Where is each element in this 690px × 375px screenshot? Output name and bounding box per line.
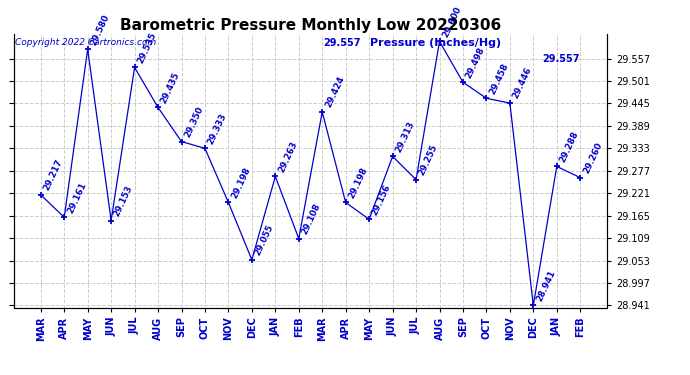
Text: 29.255: 29.255 xyxy=(417,143,440,177)
Text: 29.557: 29.557 xyxy=(324,38,361,48)
Text: 29.108: 29.108 xyxy=(300,202,322,236)
Text: 29.156: 29.156 xyxy=(371,183,393,216)
Text: 29.424: 29.424 xyxy=(324,75,346,109)
Text: 29.498: 29.498 xyxy=(464,45,486,80)
Text: 29.055: 29.055 xyxy=(253,224,275,257)
Text: Copyright 2022 Cartronics.com: Copyright 2022 Cartronics.com xyxy=(15,38,156,47)
Text: 29.600: 29.600 xyxy=(441,5,463,39)
Text: 29.435: 29.435 xyxy=(159,70,181,105)
Text: 29.153: 29.153 xyxy=(112,184,135,218)
Text: 29.313: 29.313 xyxy=(394,120,416,154)
Text: 29.446: 29.446 xyxy=(511,66,533,100)
Text: 29.198: 29.198 xyxy=(230,166,252,200)
Text: 29.535: 29.535 xyxy=(136,31,158,64)
Text: 29.458: 29.458 xyxy=(488,62,510,96)
Text: 29.161: 29.161 xyxy=(66,180,88,214)
Text: 29.288: 29.288 xyxy=(558,130,580,164)
Text: 29.350: 29.350 xyxy=(183,105,205,139)
Text: 28.941: 28.941 xyxy=(535,268,557,303)
Text: 29.198: 29.198 xyxy=(347,166,369,200)
Text: 29.557: 29.557 xyxy=(543,54,580,64)
Text: 29.333: 29.333 xyxy=(206,111,228,146)
Title: Barometric Pressure Monthly Low 20220306: Barometric Pressure Monthly Low 20220306 xyxy=(120,18,501,33)
Text: 29.260: 29.260 xyxy=(582,141,604,175)
Text: 29.217: 29.217 xyxy=(42,158,64,192)
Text: 29.580: 29.580 xyxy=(89,13,111,46)
Text: 29.263: 29.263 xyxy=(277,140,299,174)
Text: Pressure (Inches/Hg): Pressure (Inches/Hg) xyxy=(370,38,501,48)
